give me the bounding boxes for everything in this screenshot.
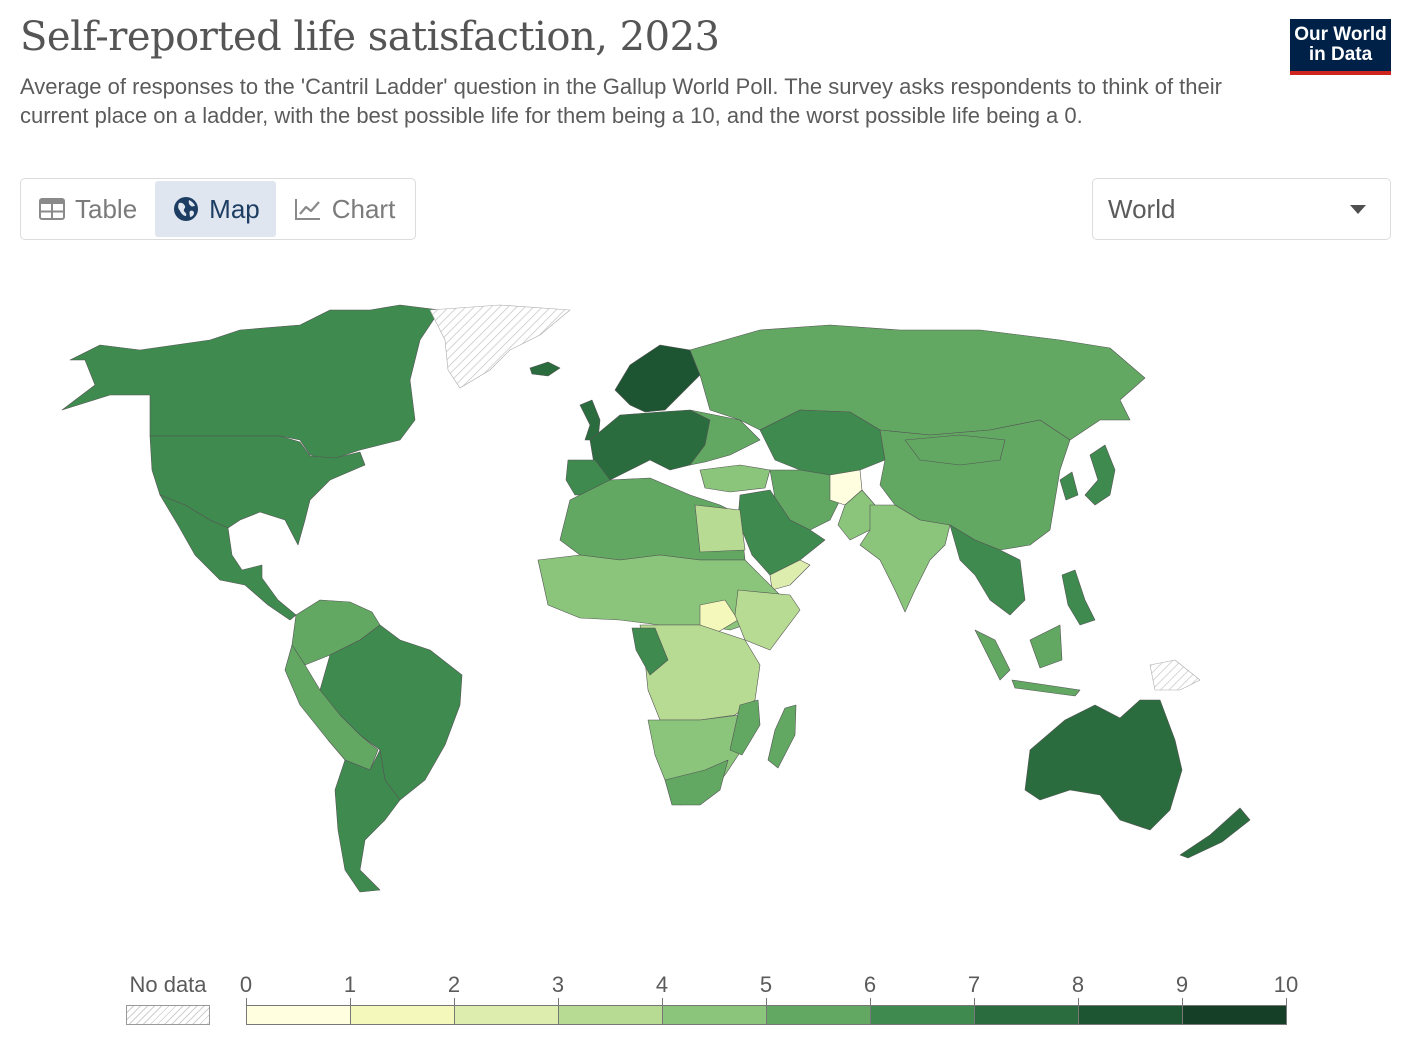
- map-region-indonesia[interactable]: [974, 624, 1081, 697]
- map-region-iceland[interactable]: [529, 361, 561, 377]
- owid-logo[interactable]: Our World in Data: [1290, 19, 1391, 75]
- map-region-peru-bolivia[interactable]: [284, 644, 379, 771]
- map-region-ethiopia-somalia[interactable]: [734, 589, 801, 651]
- map-region-kazakhstan[interactable]: [759, 409, 886, 476]
- legend-tick-label: 4: [655, 972, 669, 997]
- map-region-cameroon[interactable]: [631, 627, 669, 676]
- map-region-new-zealand[interactable]: [1179, 807, 1251, 859]
- map-region-central-africa[interactable]: [639, 624, 761, 721]
- map-region-australia[interactable]: [1024, 699, 1183, 831]
- map-region-saudi-arabia[interactable]: [737, 489, 826, 576]
- map-region-png[interactable]: [1149, 659, 1201, 691]
- map-region-india[interactable]: [859, 504, 951, 613]
- tab-chart-label: Chart: [331, 193, 396, 224]
- legend-tick-label: 5: [759, 972, 773, 997]
- map-region-philippines[interactable]: [1061, 569, 1096, 626]
- map-region-southeast-asia[interactable]: [949, 524, 1026, 616]
- map-region-japan[interactable]: [1084, 444, 1116, 506]
- legend-no-data-label: No data: [129, 972, 207, 997]
- map-region-argentina-chile[interactable]: [334, 749, 401, 893]
- map-region-egypt[interactable]: [694, 504, 746, 553]
- map-region-madagascar[interactable]: [767, 704, 797, 769]
- map-region-eastern-europe[interactable]: [689, 409, 761, 466]
- legend-bin[interactable]: [662, 1005, 767, 1025]
- world-map: [61, 304, 1251, 893]
- legend-bin[interactable]: [558, 1005, 663, 1025]
- map-region-south-africa[interactable]: [664, 759, 729, 806]
- region-select[interactable]: World: [1092, 178, 1391, 240]
- legend-tick-mark: [454, 998, 455, 1006]
- table-icon: [39, 198, 65, 220]
- map-region-greenland[interactable]: [429, 304, 571, 389]
- view-tabs: Table Map Chart: [20, 178, 416, 240]
- legend-tick-label: 2: [447, 972, 461, 997]
- map-region-mexico[interactable]: [159, 494, 297, 621]
- legend-tick-mark: [558, 998, 559, 1006]
- map-region-south-sudan[interactable]: [699, 599, 739, 633]
- legend-tick-mark: [246, 998, 247, 1006]
- legend-tick-mark: [1078, 998, 1079, 1006]
- map-region-canada[interactable]: [61, 304, 441, 461]
- legend-tick-mark: [1182, 998, 1183, 1006]
- tab-table-label: Table: [75, 193, 138, 224]
- line-chart-icon: [294, 199, 320, 220]
- legend-tick-label: 9: [1175, 972, 1189, 997]
- legend-bin[interactable]: [766, 1005, 871, 1025]
- legend-no-data-swatch: [126, 1005, 210, 1025]
- globe-icon: [174, 197, 199, 221]
- logo-line-1: Our World: [1294, 24, 1387, 45]
- caret-down-icon: [1350, 205, 1366, 214]
- region-select-value: World: [1108, 193, 1176, 224]
- legend-bin[interactable]: [870, 1005, 975, 1025]
- tab-table[interactable]: Table: [21, 181, 153, 237]
- tab-map[interactable]: Map: [155, 181, 276, 237]
- legend-tick-label: 1: [343, 972, 357, 997]
- legend-tick-label: 3: [551, 972, 565, 997]
- legend-tick-mark: [350, 998, 351, 1006]
- legend-tick-mark: [870, 998, 871, 1006]
- map-region-scandinavia[interactable]: [614, 344, 701, 413]
- legend-tick-label: 0: [239, 972, 253, 997]
- map-region-turkey[interactable]: [699, 464, 771, 493]
- map-region-korea[interactable]: [1059, 471, 1079, 501]
- legend-bin[interactable]: [1182, 1005, 1287, 1025]
- map-region-mongolia[interactable]: [904, 434, 1006, 466]
- chart-title: Self-reported life satisfaction, 2023: [20, 14, 720, 60]
- legend-tick-mark: [662, 998, 663, 1006]
- legend-tick-label: 10: [1273, 972, 1299, 997]
- legend-bin[interactable]: [454, 1005, 559, 1025]
- legend-tick-label: 6: [863, 972, 877, 997]
- map-region-russia[interactable]: [689, 324, 1146, 441]
- legend-bin[interactable]: [1078, 1005, 1183, 1025]
- legend-tick-label: 7: [967, 972, 981, 997]
- map-region-western-europe[interactable]: [589, 409, 711, 481]
- legend-tick-mark: [974, 998, 975, 1006]
- tab-map-label: Map: [209, 193, 260, 224]
- tab-chart[interactable]: Chart: [276, 181, 412, 237]
- chart-subtitle: Average of responses to the 'Cantril Lad…: [20, 74, 1222, 128]
- legend-bin[interactable]: [974, 1005, 1079, 1025]
- logo-line-2: in Data: [1308, 44, 1373, 65]
- legend-tick-label: 8: [1071, 972, 1085, 997]
- legend-tick-mark: [1286, 998, 1287, 1006]
- legend-tick-mark: [766, 998, 767, 1006]
- legend-bin[interactable]: [350, 1005, 455, 1025]
- map-region-mozambique[interactable]: [729, 699, 761, 756]
- legend-bin[interactable]: [246, 1005, 351, 1025]
